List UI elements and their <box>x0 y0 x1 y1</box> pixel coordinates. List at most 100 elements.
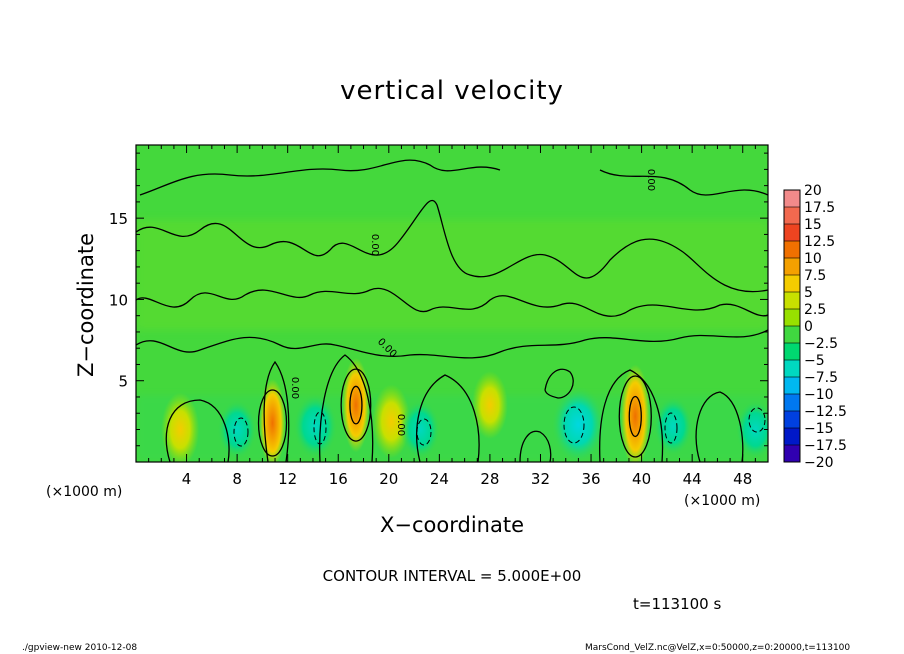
colorbar-label: 10 <box>804 251 822 267</box>
x-axis: 4 8 12 16 20 24 28 32 36 40 44 48 <box>148 145 756 488</box>
colorbar-label: −7.5 <box>804 370 838 386</box>
colorbar-label: −2.5 <box>804 336 838 352</box>
colorbar-label: −12.5 <box>804 404 847 420</box>
contour-line <box>695 391 744 462</box>
colorbar-label: 7.5 <box>804 268 826 284</box>
x-unit-label-left: (×1000 m) <box>46 484 123 500</box>
contour-line <box>599 169 768 196</box>
contour-label: 0.00 <box>395 414 406 436</box>
x-tick-label: 40 <box>632 470 651 488</box>
field-positive <box>471 371 508 440</box>
field-positive-max <box>259 378 286 462</box>
field-negative <box>400 399 441 460</box>
colorbar-swatch <box>784 258 800 276</box>
negative-contour <box>563 406 585 444</box>
field-positive <box>161 392 200 462</box>
contour-ring <box>349 385 363 425</box>
colorbar-swatch <box>784 394 800 412</box>
contour-ring <box>257 389 288 457</box>
x-tick-label: 24 <box>430 470 449 488</box>
x-tick-label: 8 <box>232 470 242 488</box>
contour-ring <box>618 375 652 458</box>
colorbar-label: 2.5 <box>804 302 826 318</box>
footer-left: ./gpview-new 2010-12-08 <box>22 643 138 653</box>
colorbar-swatch <box>784 377 800 395</box>
field-negative <box>292 393 338 460</box>
x-tick-label: 16 <box>329 470 348 488</box>
contour-line <box>136 287 768 317</box>
field-negative <box>735 399 768 460</box>
heatmap-field <box>136 145 768 462</box>
negative-contour <box>313 411 327 445</box>
negative-contour <box>748 407 766 433</box>
negative-contour <box>664 412 678 444</box>
field-positive <box>372 384 411 459</box>
x-tick-label: 4 <box>182 470 192 488</box>
colorbar-label: 12.5 <box>804 234 835 250</box>
x-tick-label: 28 <box>480 470 499 488</box>
colorbar-swatch <box>784 343 800 361</box>
contour-interval-text: CONTOUR INTERVAL = 5.000E+00 <box>322 567 582 585</box>
colorbar-label: −17.5 <box>804 438 847 454</box>
colorbar-label: −5 <box>804 353 825 369</box>
colorbar-swatch <box>784 207 800 225</box>
contour-line <box>319 354 374 462</box>
field-negative <box>217 399 258 460</box>
contour-label: 0.00 <box>369 234 380 256</box>
colorbar-label: −20 <box>804 455 834 471</box>
field-positive-max <box>620 364 650 462</box>
contour-line <box>263 360 290 462</box>
x-tick-label: 32 <box>531 470 550 488</box>
colorbar-swatch <box>784 445 800 463</box>
colorbar-swatch <box>784 411 800 429</box>
field-negative <box>653 396 694 457</box>
contour-ring <box>340 368 372 442</box>
x-axis-label: X−coordinate <box>380 513 524 537</box>
colorbar-swatch <box>784 224 800 242</box>
negative-contours <box>233 406 766 447</box>
colorbar-swatch <box>784 190 800 208</box>
x-unit-label-right: (×1000 m) <box>684 493 761 509</box>
contour-line <box>519 430 552 462</box>
colorbar-swatch <box>784 428 800 446</box>
field-negative <box>550 385 606 462</box>
colorbar-swatch <box>784 241 800 259</box>
x-tick-label: 44 <box>683 470 702 488</box>
negative-contour <box>233 417 249 447</box>
colorbar-swatch <box>784 309 800 327</box>
colorbar-label: −10 <box>804 387 834 403</box>
colorbar-swatch <box>784 292 800 310</box>
footer-right: MarsCond_VelZ.nc@VelZ,x=0:50000,z=0:2000… <box>585 643 851 653</box>
chart-title: vertical velocity <box>340 76 564 106</box>
colorbar-label: 5 <box>804 285 813 301</box>
y-tick-label: 5 <box>118 373 128 391</box>
field-upper-band <box>136 220 768 330</box>
contour-line <box>139 159 501 196</box>
contour-ring <box>628 395 642 438</box>
y-tick-label: 10 <box>109 291 128 309</box>
colorbar-label: 17.5 <box>804 200 835 216</box>
time-stamp: t=113100 s <box>633 595 722 613</box>
x-tick-label: 48 <box>733 470 752 488</box>
contour-label: 0.00 <box>645 169 656 191</box>
contour-line <box>136 199 768 293</box>
y-tick-label: 15 <box>109 210 128 228</box>
contour-line <box>599 369 664 462</box>
colorbar-label: −15 <box>804 421 834 437</box>
colorbar-label: 20 <box>804 183 822 199</box>
y-axis: 5 10 15 <box>109 152 768 447</box>
x-tick-label: 20 <box>379 470 398 488</box>
colorbar-label: 0 <box>804 319 813 335</box>
field-positive-max <box>342 357 370 453</box>
negative-contour <box>416 418 432 446</box>
contour-label: 0.00 <box>289 377 300 399</box>
colorbar-swatch <box>784 275 800 293</box>
contour-line <box>165 399 230 462</box>
contour-line <box>136 329 768 359</box>
x-tick-label: 12 <box>278 470 297 488</box>
contour-line <box>544 368 574 399</box>
contour-lines <box>136 159 768 462</box>
colorbar: 2017.51512.5107.552.50−2.5−5−7.5−10−12.5… <box>783 183 847 471</box>
x-tick-label: 36 <box>581 470 600 488</box>
